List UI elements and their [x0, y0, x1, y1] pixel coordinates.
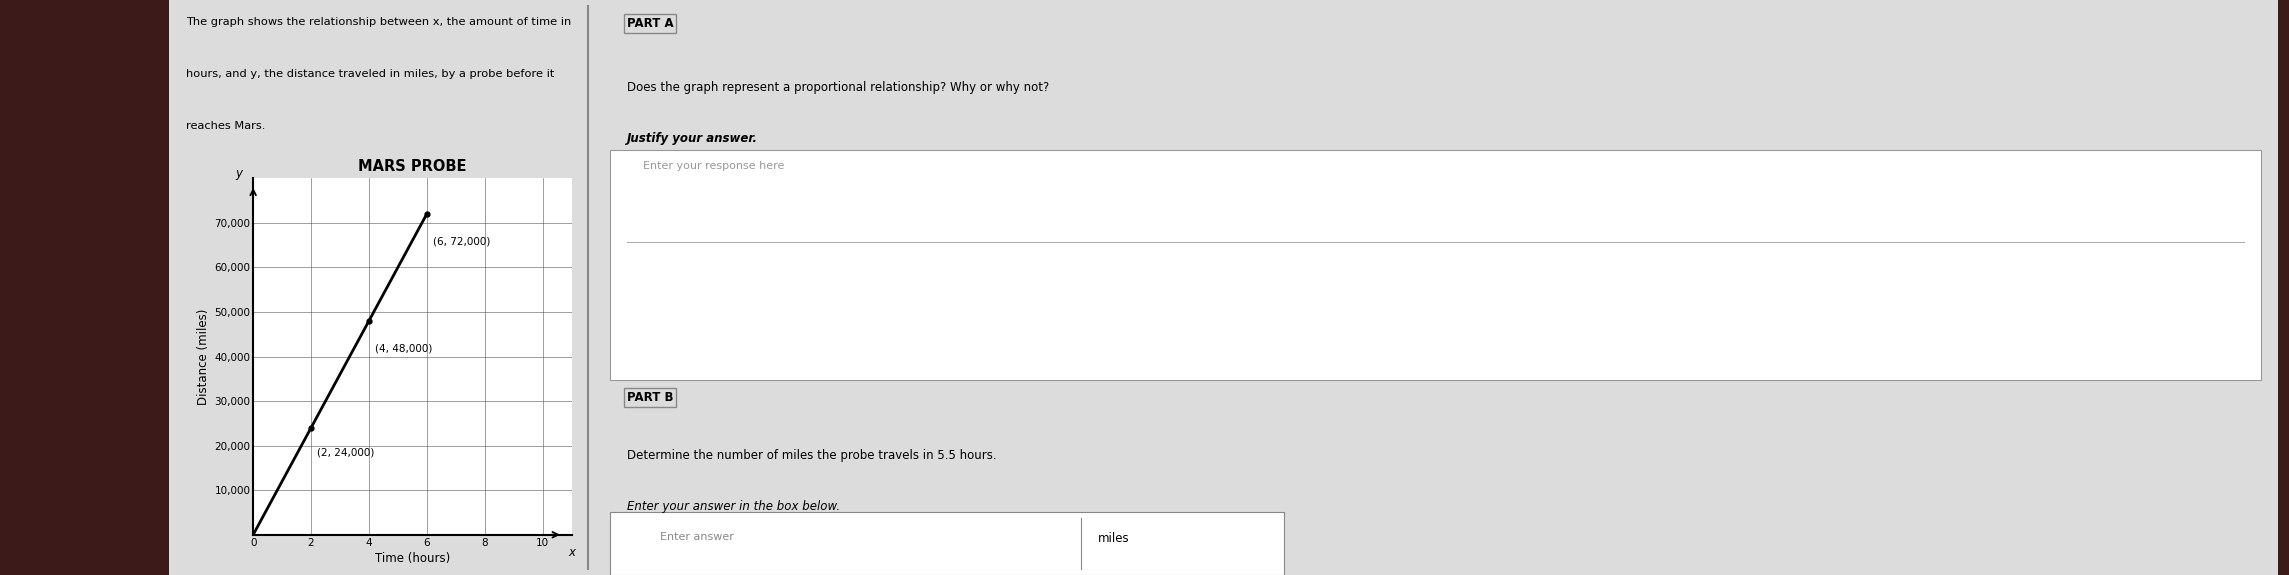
Text: miles: miles [1099, 532, 1131, 545]
Text: Determine the number of miles the probe travels in 5.5 hours.: Determine the number of miles the probe … [627, 448, 996, 462]
FancyBboxPatch shape [609, 150, 2262, 380]
Text: x: x [568, 546, 575, 559]
Text: hours, and y, the distance traveled in miles, by a probe before it: hours, and y, the distance traveled in m… [185, 69, 554, 79]
Text: PART A: PART A [627, 17, 673, 30]
Text: (4, 48,000): (4, 48,000) [375, 343, 433, 353]
FancyBboxPatch shape [609, 512, 1284, 575]
X-axis label: Time (hours): Time (hours) [375, 551, 451, 565]
Text: The graph shows the relationship between x, the amount of time in: The graph shows the relationship between… [185, 17, 572, 27]
Text: Enter your answer in the box below.: Enter your answer in the box below. [627, 500, 840, 513]
Text: reaches Mars.: reaches Mars. [185, 121, 266, 131]
Text: Enter answer: Enter answer [659, 532, 735, 542]
Text: y: y [236, 167, 243, 181]
Title: MARS PROBE: MARS PROBE [357, 159, 467, 174]
Text: PART B: PART B [627, 391, 673, 404]
Text: Enter your response here: Enter your response here [643, 161, 785, 171]
Text: (2, 24,000): (2, 24,000) [316, 448, 373, 458]
Y-axis label: Distance (miles): Distance (miles) [197, 308, 211, 405]
Text: (6, 72,000): (6, 72,000) [433, 236, 490, 246]
Text: Does the graph represent a proportional relationship? Why or why not?: Does the graph represent a proportional … [627, 81, 1048, 94]
Text: Justify your answer.: Justify your answer. [627, 132, 758, 145]
